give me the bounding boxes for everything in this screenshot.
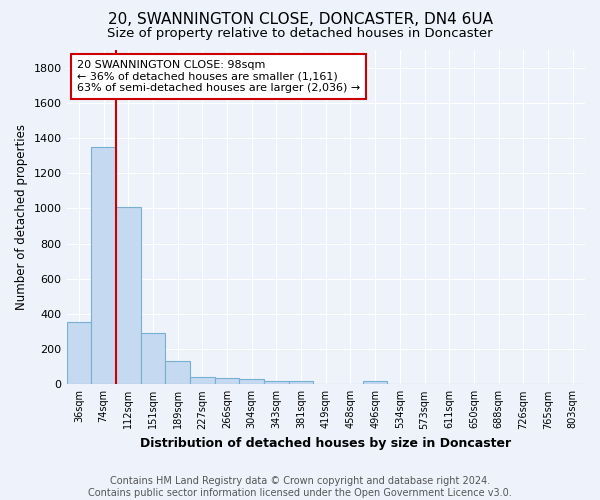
Bar <box>264 381 289 384</box>
Bar <box>190 378 215 384</box>
Bar <box>215 378 239 384</box>
Text: 20 SWANNINGTON CLOSE: 98sqm
← 36% of detached houses are smaller (1,161)
63% of : 20 SWANNINGTON CLOSE: 98sqm ← 36% of det… <box>77 60 360 93</box>
Bar <box>363 381 388 384</box>
Bar <box>165 362 190 384</box>
Bar <box>67 322 91 384</box>
X-axis label: Distribution of detached houses by size in Doncaster: Distribution of detached houses by size … <box>140 437 511 450</box>
Text: Size of property relative to detached houses in Doncaster: Size of property relative to detached ho… <box>107 28 493 40</box>
Bar <box>91 147 116 384</box>
Bar <box>239 379 264 384</box>
Bar <box>116 206 140 384</box>
Bar <box>289 382 313 384</box>
Text: Contains HM Land Registry data © Crown copyright and database right 2024.
Contai: Contains HM Land Registry data © Crown c… <box>88 476 512 498</box>
Bar <box>140 334 165 384</box>
Text: 20, SWANNINGTON CLOSE, DONCASTER, DN4 6UA: 20, SWANNINGTON CLOSE, DONCASTER, DN4 6U… <box>107 12 493 28</box>
Y-axis label: Number of detached properties: Number of detached properties <box>15 124 28 310</box>
